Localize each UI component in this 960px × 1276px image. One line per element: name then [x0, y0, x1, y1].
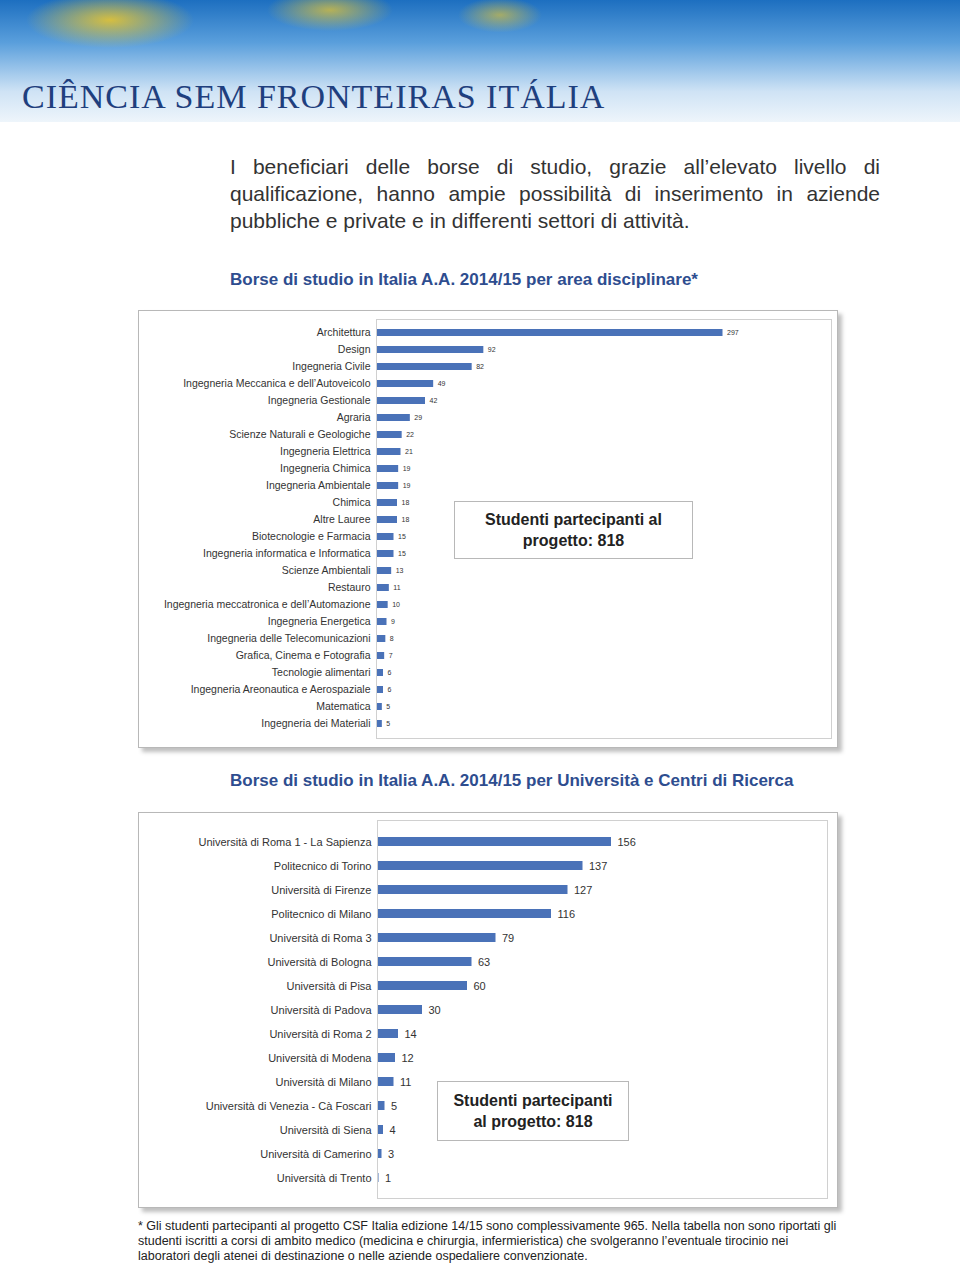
- svg-text:15: 15: [398, 533, 406, 540]
- svg-text:12: 12: [402, 1052, 414, 1064]
- svg-text:Ingegneria Energetica: Ingegneria Energetica: [268, 615, 371, 627]
- svg-text:Ingegneria Gestionale: Ingegneria Gestionale: [268, 394, 371, 406]
- html-text:Studenti partecipanti al proge: Studenti partecipanti al progetto: 818: [453, 1092, 613, 1130]
- svg-text:Università di Pisa: Università di Pisa: [287, 980, 373, 992]
- svg-text:Ingegneria Chimica: Ingegneria Chimica: [280, 462, 371, 474]
- svg-text:82: 82: [476, 363, 484, 370]
- svg-text:11: 11: [393, 584, 400, 591]
- svg-text:29: 29: [414, 414, 422, 421]
- svg-text:10: 10: [392, 601, 400, 608]
- svg-text:Restauro: Restauro: [328, 581, 371, 593]
- svg-text:156: 156: [618, 836, 636, 848]
- svg-text:Ingegneria dei Materiali: Ingegneria dei Materiali: [261, 717, 370, 729]
- svg-text:137: 137: [589, 860, 607, 872]
- svg-text:13: 13: [396, 567, 404, 574]
- html-text:* Gli studenti partecipanti al: * Gli studenti partecipanti al progetto …: [138, 1219, 837, 1263]
- svg-text:5: 5: [386, 720, 390, 727]
- svg-text:63: 63: [478, 956, 490, 968]
- html-text:CIÊNCIA SEM FRONTEIRAS ITÁLIA: CIÊNCIA SEM FRONTEIRAS ITÁLIA: [22, 78, 606, 115]
- svg-text:1: 1: [385, 1172, 391, 1184]
- svg-text:Ingegneria Meccanica e dell’Au: Ingegneria Meccanica e dell’Autoveicolo: [183, 377, 371, 389]
- svg-text:Ingegneria Civile: Ingegneria Civile: [292, 360, 370, 372]
- svg-text:79: 79: [502, 932, 514, 944]
- svg-text:Ingegneria meccatronica e dell: Ingegneria meccatronica e dell’Automazio…: [164, 598, 371, 610]
- svg-text:Politecnico di Torino: Politecnico di Torino: [274, 860, 372, 872]
- svg-text:21: 21: [405, 448, 413, 455]
- svg-text:92: 92: [488, 346, 496, 353]
- svg-text:297: 297: [727, 329, 739, 336]
- svg-text:9: 9: [391, 618, 395, 625]
- svg-text:Università di Venezia - Cà Fos: Università di Venezia - Cà Foscari: [206, 1100, 372, 1112]
- svg-text:Scienze Ambientali: Scienze Ambientali: [282, 564, 371, 576]
- svg-text:6: 6: [388, 669, 392, 676]
- svg-text:Università di Roma 2: Università di Roma 2: [269, 1028, 371, 1040]
- svg-text:18: 18: [402, 516, 410, 523]
- svg-text:6: 6: [388, 686, 392, 693]
- svg-text:Ingegneria informatica e Infor: Ingegneria informatica e Informatica: [203, 547, 371, 559]
- html-text:Studenti partecipanti al proge: Studenti partecipanti al progetto: 818: [485, 511, 662, 549]
- svg-text:15: 15: [398, 550, 406, 557]
- svg-text:Biotecnologie e Farmacia: Biotecnologie e Farmacia: [252, 530, 371, 542]
- svg-text:Università di Camerino: Università di Camerino: [260, 1148, 371, 1160]
- svg-text:Ingegneria Ambientale: Ingegneria Ambientale: [266, 479, 371, 491]
- svg-text:11: 11: [400, 1076, 411, 1088]
- svg-text:Tecnologie alimentari: Tecnologie alimentari: [272, 666, 371, 678]
- html-text:Borse di studio in Italia A.A.: Borse di studio in Italia A.A. 2014/15 p…: [230, 771, 794, 790]
- svg-text:Università di Trento: Università di Trento: [277, 1172, 372, 1184]
- svg-text:19: 19: [403, 482, 411, 489]
- svg-text:Università di Milano: Università di Milano: [276, 1076, 372, 1088]
- svg-text:14: 14: [405, 1028, 417, 1040]
- svg-text:5: 5: [386, 703, 390, 710]
- svg-text:Ingegneria Areonautica e Aeros: Ingegneria Areonautica e Aerospaziale: [191, 683, 371, 695]
- svg-text:Università di Firenze: Università di Firenze: [271, 884, 371, 896]
- svg-text:116: 116: [558, 908, 576, 920]
- svg-text:Ingegneria Elettrica: Ingegneria Elettrica: [280, 445, 371, 457]
- svg-text:42: 42: [430, 397, 438, 404]
- svg-text:127: 127: [574, 884, 592, 896]
- svg-text:8: 8: [390, 635, 394, 642]
- svg-text:22: 22: [406, 431, 414, 438]
- svg-text:Scienze Naturali e Geologiche: Scienze Naturali e Geologiche: [229, 428, 370, 440]
- svg-text:3: 3: [388, 1148, 394, 1160]
- svg-text:4: 4: [390, 1124, 396, 1136]
- svg-text:Università di Modena: Università di Modena: [268, 1052, 372, 1064]
- svg-text:Ingegneria delle Telecomunicaz: Ingegneria delle Telecomunicazioni: [207, 632, 370, 644]
- svg-text:Altre Lauree: Altre Lauree: [313, 513, 370, 525]
- svg-text:7: 7: [389, 652, 393, 659]
- svg-text:Università di Padova: Università di Padova: [271, 1004, 373, 1016]
- svg-text:Architettura: Architettura: [317, 326, 371, 338]
- svg-text:Matematica: Matematica: [316, 700, 370, 712]
- svg-text:Università di Roma 1 - La Sapi: Università di Roma 1 - La Sapienza: [198, 836, 372, 848]
- html-text:I beneficiari delle borse di s: I beneficiari delle borse di studio, gra…: [230, 155, 880, 232]
- svg-text:Grafica, Cinema e Fotografia: Grafica, Cinema e Fotografia: [236, 649, 371, 661]
- svg-text:30: 30: [429, 1004, 441, 1016]
- svg-text:Chimica: Chimica: [333, 496, 371, 508]
- svg-text:18: 18: [402, 499, 410, 506]
- svg-text:19: 19: [403, 465, 411, 472]
- svg-text:Agraria: Agraria: [337, 411, 371, 423]
- svg-text:Design: Design: [338, 343, 371, 355]
- svg-text:Università di Roma 3: Università di Roma 3: [269, 932, 371, 944]
- svg-text:5: 5: [391, 1100, 397, 1112]
- svg-text:49: 49: [438, 380, 446, 387]
- svg-text:Università di Siena: Università di Siena: [280, 1124, 373, 1136]
- svg-text:Politecnico di Milano: Politecnico di Milano: [271, 908, 371, 920]
- html-text:Borse di studio in Italia A.A.: Borse di studio in Italia A.A. 2014/15 p…: [230, 270, 698, 289]
- svg-text:60: 60: [474, 980, 486, 992]
- svg-text:Università di Bologna: Università di Bologna: [268, 956, 373, 968]
